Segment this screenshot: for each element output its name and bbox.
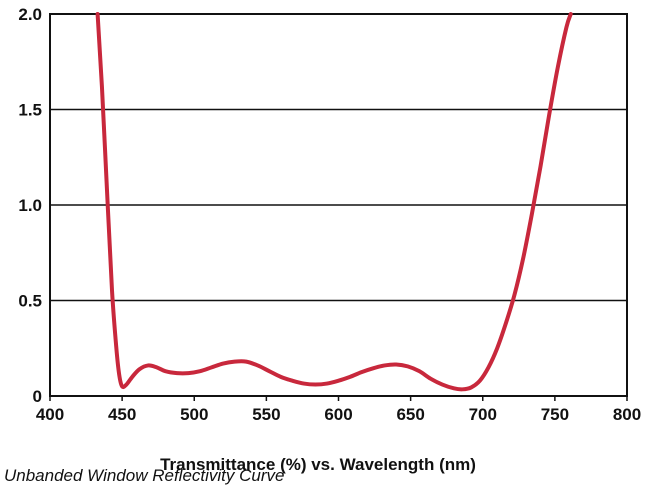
x-tick-label: 450: [108, 405, 136, 424]
chart-caption: Unbanded Window Reflectivity Curve: [4, 466, 285, 485]
y-tick-label: 0.5: [18, 292, 42, 311]
grid-lines: [50, 108, 627, 302]
x-tick-label: 400: [36, 405, 64, 424]
x-tick-label: 800: [613, 405, 641, 424]
x-tick-labels: 400 450 500 550 600 650 700 750 800: [36, 396, 641, 424]
series-line-0: [95, 12, 573, 392]
x-tick-label: 550: [252, 405, 280, 424]
x-axis-title: Transmittance (%) vs. Wavelength (nm): [160, 455, 476, 474]
x-tick-label: 700: [469, 405, 497, 424]
y-tick-labels: 0 0.5 1.0 1.5 2.0: [18, 5, 42, 406]
y-tick-label: 1.0: [18, 196, 42, 215]
y-tick-label: 1.5: [18, 101, 42, 120]
x-tick-label: 500: [180, 405, 208, 424]
x-tick-label: 750: [541, 405, 569, 424]
y-tick-label: 0: [33, 387, 42, 406]
series-group: [95, 12, 573, 392]
x-tick-label: 600: [324, 405, 352, 424]
y-tick-label: 2.0: [18, 5, 42, 24]
x-tick-label: 650: [396, 405, 424, 424]
